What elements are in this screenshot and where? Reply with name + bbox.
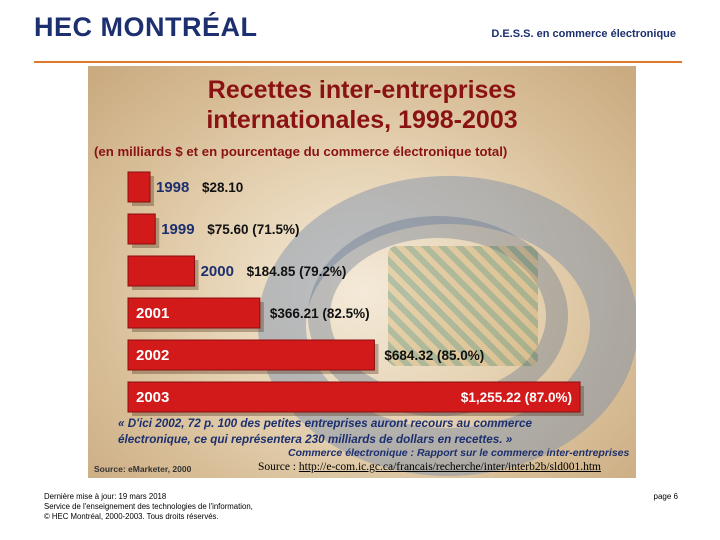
- bar-2000: [127, 255, 196, 287]
- source-link[interactable]: http://e-com.ic.gc.ca/francais/recherche…: [298, 461, 601, 473]
- bar-year-label-1998: 1998: [156, 179, 189, 196]
- bar-value-label-2003: $1,255.22 (87.0%): [461, 390, 572, 405]
- bar-value-label-2001: $366.21 (82.5%): [270, 306, 370, 321]
- chart-title-line2: internationales, 1998-2003: [206, 106, 518, 134]
- hec-logo: HEC MONTRÉAL: [34, 12, 258, 42]
- footer-copyright: © HEC Montréal, 2000-2003. Tous droits r…: [44, 512, 219, 521]
- footer-service: Service de l'enseignement des technologi…: [44, 502, 253, 511]
- bar-year-label-2003: 2003: [136, 389, 169, 406]
- program-title: D.E.S.S. en commerce électronique: [491, 28, 676, 40]
- chart-title-line1: Recettes inter-entreprises: [207, 76, 517, 104]
- bar-chart: 1998 $28.10 1999 $75.60 (71.5%) 2000 $184.85 …: [127, 171, 584, 416]
- bar-value-label-2000: $184.85 (79.2%): [247, 264, 347, 279]
- footer: Dernière mise à jour: 19 mars 2018 Servi…: [44, 492, 253, 522]
- bar-year-label-1999: 1999: [161, 221, 194, 238]
- source-prefix: Source :: [258, 461, 299, 473]
- bar-year-label-2000: 2000: [201, 263, 234, 280]
- bar-value-label-2002: $684.32 (85.0%): [384, 348, 484, 363]
- bar-2001: [127, 297, 261, 329]
- header-divider: [34, 61, 682, 63]
- quote: « D'ici 2002, 72 p. 100 des petites entr…: [118, 416, 618, 448]
- bar-2003: [127, 381, 581, 413]
- footer-updated: Dernière mise à jour: 19 mars 2018: [44, 492, 167, 501]
- source-caption: Source : http://e-com.ic.gc.ca/francais/…: [258, 461, 601, 473]
- bar-value-label-1998: $28.10: [202, 180, 243, 195]
- bar-year-label-2002: 2002: [136, 347, 169, 364]
- bar-1999: [127, 213, 156, 245]
- quote-line-1: « D'ici 2002, 72 p. 100 des petites entr…: [118, 417, 532, 430]
- quote-source: Commerce électronique : Rapport sur le c…: [288, 447, 630, 459]
- bar-value-label-1999: $75.60 (71.5%): [207, 222, 299, 237]
- bar-2002: [127, 339, 375, 371]
- bar-1998: [127, 171, 151, 203]
- quote-line-2: électronique, ce qui représentera 230 mi…: [118, 433, 513, 446]
- chart-subtitle: (en milliards $ et en pourcentage du com…: [94, 144, 508, 159]
- slide-image: Recettes inter-entreprises international…: [88, 66, 636, 478]
- decorative-circuit: [388, 246, 538, 366]
- slide-source: Source: eMarketer, 2000: [94, 464, 192, 474]
- bar-year-label-2001: 2001: [136, 305, 169, 322]
- page-number: page 6: [653, 492, 678, 501]
